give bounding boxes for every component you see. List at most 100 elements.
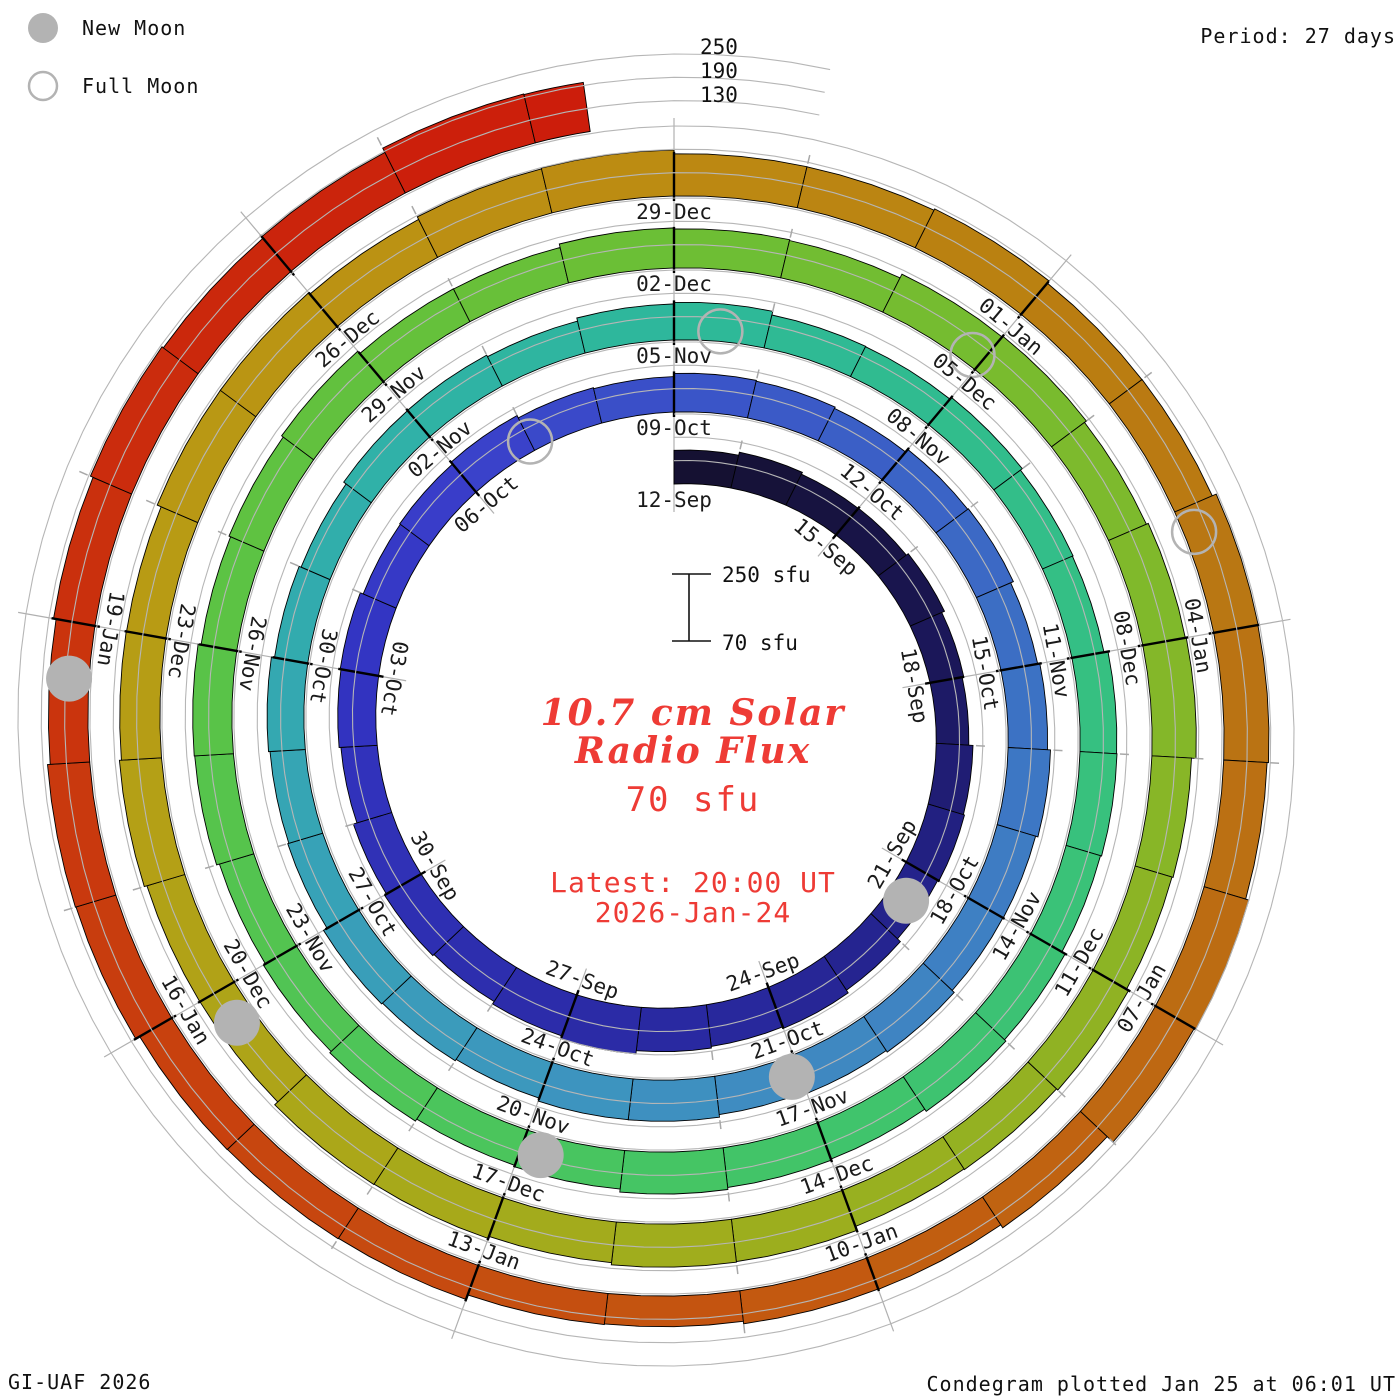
radial-tick-130: 130 xyxy=(700,83,738,107)
day-tick xyxy=(411,205,417,215)
three-day-divider xyxy=(1016,280,1050,319)
day-tick xyxy=(330,1240,338,1250)
flux-day-segment xyxy=(47,761,117,908)
three-day-divider xyxy=(448,459,481,497)
flux-day-segment xyxy=(610,1218,737,1268)
three-day-divider xyxy=(1208,623,1261,635)
flux-day-segment xyxy=(841,1136,965,1228)
day-tick xyxy=(711,1050,714,1061)
sfu-gridline xyxy=(40,76,1272,1344)
day-tick xyxy=(1007,1042,1016,1050)
three-day-divider xyxy=(864,1252,881,1292)
three-day-divider xyxy=(1150,1002,1197,1031)
three-day-divider xyxy=(560,989,580,1039)
radial-tick-250: 250 xyxy=(700,35,738,59)
full-moon-marker xyxy=(1170,508,1218,556)
three-day-divider xyxy=(338,667,384,678)
day-tick xyxy=(1053,749,1063,752)
flux-day-segment xyxy=(192,643,238,757)
date-label: 02-Dec xyxy=(636,272,712,296)
day-tick xyxy=(481,345,487,355)
day-tick xyxy=(1270,761,1280,764)
flux-day-segment xyxy=(452,246,570,323)
full-moon-icon xyxy=(27,70,59,102)
three-day-divider xyxy=(405,408,434,442)
flux-day-segment xyxy=(1071,650,1118,755)
new-moon-label: New Moon xyxy=(82,16,187,40)
day-tick xyxy=(955,993,964,1002)
day-ticks xyxy=(63,137,1280,1334)
moon-legend: New Moon Full Moon xyxy=(26,8,199,124)
three-day-divider xyxy=(197,978,239,1004)
flux-day-segment xyxy=(603,1290,744,1328)
day-tick xyxy=(277,843,287,848)
three-day-divider xyxy=(263,942,302,966)
day-tick xyxy=(806,154,811,165)
chart-title-line1: 10.7 cm Solar xyxy=(540,692,846,734)
three-day-divider xyxy=(839,1185,859,1233)
flux-day-segment xyxy=(75,894,173,1040)
day-tick xyxy=(132,886,142,891)
day-tick xyxy=(447,277,453,287)
flux-day-segment xyxy=(673,449,740,489)
three-day-divider xyxy=(995,661,1042,673)
day-tick xyxy=(366,1186,373,1195)
flux-scale-overlay: 250 190 130 250 sfu 70 sfu xyxy=(672,35,811,655)
day-tick xyxy=(739,440,743,450)
three-day-divider xyxy=(307,291,342,332)
date-label: 12-Sep xyxy=(636,488,712,512)
three-day-divider xyxy=(51,617,101,628)
day-tick xyxy=(975,744,985,747)
three-day-divider xyxy=(1025,930,1068,956)
day-tick xyxy=(512,406,518,416)
day-tick xyxy=(970,501,979,508)
plotted-timestamp: Condegram plotted Jan 25 at 06:01 UT xyxy=(926,1372,1396,1396)
flux-day-segment xyxy=(486,320,586,387)
flux-day-segment xyxy=(1154,886,1250,1030)
day-tick xyxy=(351,588,361,594)
flux-day-segment xyxy=(635,1004,712,1053)
sfu-gridline xyxy=(17,53,1295,1367)
three-day-divider xyxy=(831,505,861,540)
flux-bands xyxy=(47,81,1270,1328)
full-moon-marker xyxy=(697,308,744,355)
new-moon-marker xyxy=(517,1132,564,1179)
flux-day-segment xyxy=(619,1147,729,1195)
day-tick xyxy=(447,1062,455,1072)
three-day-divider xyxy=(133,1014,177,1041)
day-tick xyxy=(742,1324,746,1334)
day-tick xyxy=(1058,1090,1066,1098)
latest-line2: 2026-Jan-24 xyxy=(594,896,792,929)
three-day-divider xyxy=(1137,636,1189,648)
flux-day-segment xyxy=(673,372,757,419)
legend-full-moon: Full Moon xyxy=(26,66,199,106)
flux-day-segment xyxy=(228,436,315,552)
flux-day-segment xyxy=(1203,759,1268,900)
flux-day-segment xyxy=(416,168,553,259)
three-day-divider xyxy=(765,982,785,1030)
three-day-divider xyxy=(272,656,313,666)
day-dividers xyxy=(51,151,1261,1302)
day-tick xyxy=(771,303,776,313)
day-tick xyxy=(736,1265,739,1275)
day-tick xyxy=(217,530,227,536)
flux-day-segment xyxy=(1142,637,1197,759)
flux-day-segment xyxy=(337,668,380,748)
latest-timestamp: Latest: 20:00 UT 2026-Jan-24 xyxy=(443,868,943,928)
flux-day-segment xyxy=(329,1024,438,1122)
flux-scale-max-label: 250 sfu xyxy=(722,563,811,587)
flux-day-segment xyxy=(119,630,167,761)
day-tick xyxy=(79,470,88,476)
center-annotation: 10.7 cm Solar Radio Flux 70 sfu Latest: … xyxy=(443,694,943,928)
full-moon-marker xyxy=(506,418,554,465)
day-tick xyxy=(204,865,214,870)
period-label: Period: 27 days xyxy=(1200,24,1396,48)
day-tick xyxy=(1119,753,1129,756)
three-day-divider xyxy=(924,675,965,685)
day-tick xyxy=(910,545,919,553)
flux-day-segment xyxy=(118,757,186,888)
day-tick xyxy=(719,1120,722,1130)
three-day-divider xyxy=(537,1057,556,1101)
